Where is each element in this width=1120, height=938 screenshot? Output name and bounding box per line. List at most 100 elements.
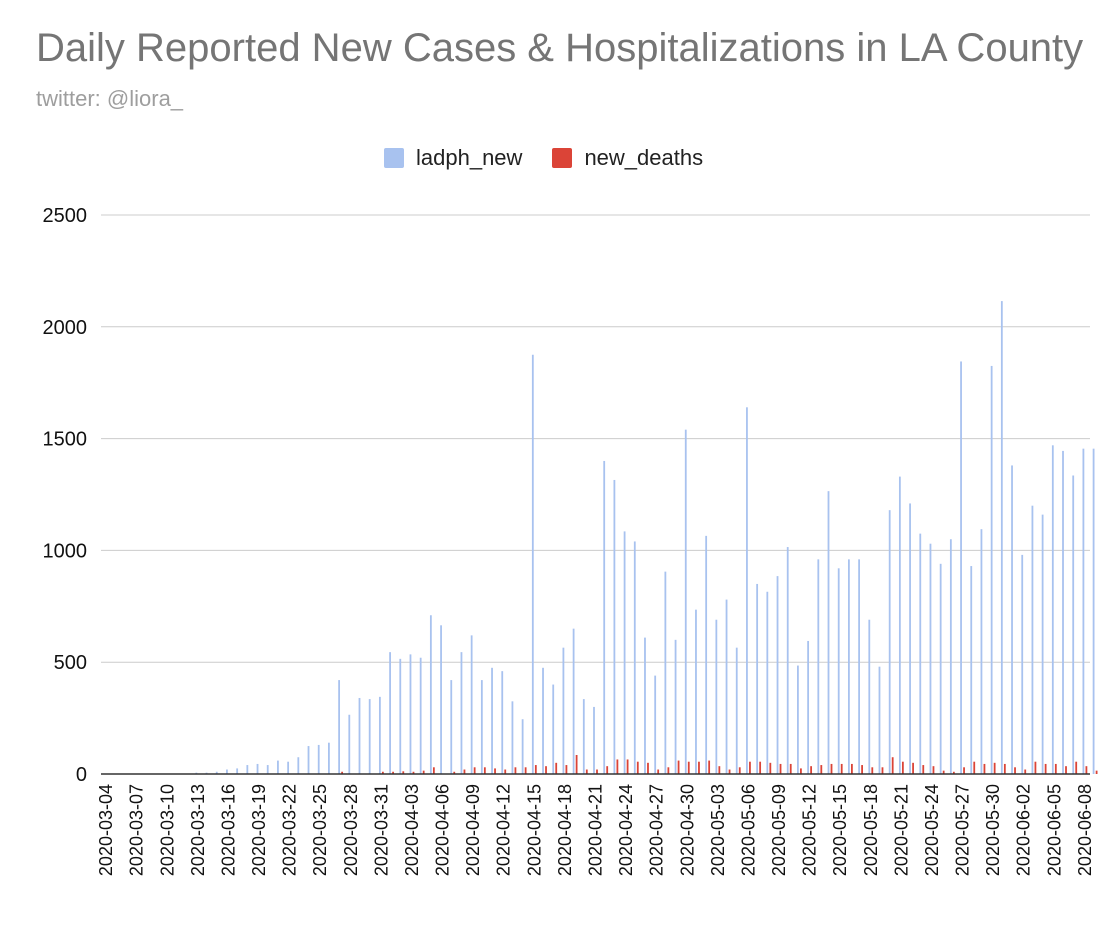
bar-ladph-new (1062, 450, 1064, 774)
bar-ladph-new (725, 599, 728, 774)
bar-new-deaths (749, 761, 751, 774)
bar-ladph-new (266, 765, 269, 774)
x-tick-label: 2020-03-07 (127, 784, 147, 876)
bar-new-deaths (789, 763, 792, 774)
bar-new-deaths (708, 760, 711, 774)
bar-ladph-new (542, 667, 544, 774)
bar-ladph-new (807, 640, 810, 774)
bar-ladph-new (419, 657, 422, 774)
bar-new-deaths (1095, 770, 1098, 774)
bar-new-deaths (993, 762, 996, 774)
x-tick-label: 2020-03-16 (218, 784, 238, 876)
bar-ladph-new (399, 658, 402, 774)
bar-new-deaths (1014, 767, 1016, 774)
bar-ladph-new (705, 535, 708, 774)
bar-ladph-new (644, 637, 646, 774)
x-tick-label: 2020-04-03 (402, 784, 422, 876)
y-tick-label: 2000 (43, 317, 88, 339)
bar-ladph-new (1041, 514, 1044, 774)
bar-new-deaths (1075, 761, 1078, 774)
bar-new-deaths (341, 771, 344, 774)
bar-new-deaths (381, 771, 384, 774)
y-tick-label: 500 (54, 652, 87, 674)
bar-new-deaths (881, 767, 884, 774)
bar-ladph-new (766, 591, 769, 774)
bar-new-deaths (759, 761, 762, 774)
bar-ladph-new (929, 543, 932, 774)
bar-ladph-new (654, 675, 657, 774)
bar-new-deaths (483, 767, 486, 774)
bar-new-deaths (932, 766, 935, 774)
bar-ladph-new (277, 760, 279, 774)
x-tick-label: 2020-04-24 (616, 784, 636, 876)
bar-ladph-new (511, 701, 514, 774)
bar-new-deaths (901, 761, 904, 774)
bar-new-deaths (922, 765, 925, 774)
x-tick-label: 2020-03-22 (280, 784, 300, 876)
bar-ladph-new (939, 563, 942, 774)
bar-new-deaths (952, 771, 955, 774)
bar-ladph-new (450, 680, 453, 774)
bar-new-deaths (687, 761, 690, 774)
bar-new-deaths (463, 769, 466, 774)
bar-new-deaths (983, 763, 986, 774)
bar-new-deaths (596, 769, 598, 774)
bar-ladph-new (603, 460, 606, 774)
bar-ladph-new (287, 761, 290, 774)
bar-ladph-new (491, 667, 493, 774)
x-tick-label: 2020-04-12 (494, 784, 514, 876)
chart-subtitle: twitter: @liora_ (36, 86, 184, 111)
bar-new-deaths (1044, 763, 1047, 774)
bar-ladph-new (684, 429, 687, 774)
y-tick-label: 2500 (43, 205, 88, 227)
bar-ladph-new (582, 699, 585, 774)
bar-new-deaths (575, 754, 578, 774)
x-tick-label: 2020-04-09 (463, 784, 483, 876)
bar-ladph-new (1011, 465, 1013, 774)
bar-ladph-new (328, 742, 330, 774)
bar-new-deaths (606, 766, 609, 774)
bar-ladph-new (664, 571, 667, 774)
bar-new-deaths (820, 765, 823, 774)
bar-ladph-new (960, 361, 962, 774)
bar-ladph-new (215, 771, 218, 774)
bar-ladph-new (593, 706, 595, 774)
bar-ladph-new (236, 768, 239, 774)
bar-new-deaths (718, 766, 721, 774)
bar-ladph-new (898, 476, 901, 774)
bar-ladph-new (1072, 475, 1075, 774)
bar-ladph-new (1000, 301, 1003, 774)
bar-new-deaths (769, 762, 772, 774)
bar-ladph-new (572, 628, 575, 774)
bar-ladph-new (256, 763, 259, 774)
bar-new-deaths (545, 766, 547, 774)
x-tick-label: 2020-03-25 (310, 784, 330, 876)
bar-new-deaths (891, 757, 894, 774)
bar-ladph-new (389, 652, 391, 774)
bar-ladph-new (440, 625, 442, 774)
x-tick-label: 2020-05-03 (708, 784, 728, 876)
bar-new-deaths (494, 768, 496, 774)
x-tick-label: 2020-05-06 (738, 784, 758, 876)
x-tick-label: 2020-04-18 (555, 784, 575, 876)
bar-new-deaths (422, 770, 425, 774)
bar-new-deaths (677, 760, 680, 774)
bar-ladph-new (746, 407, 748, 774)
x-tick-label: 2020-05-18 (861, 784, 881, 876)
x-tick-label: 2020-05-27 (953, 784, 973, 876)
bar-new-deaths (738, 767, 741, 774)
y-tick-label: 1000 (43, 540, 88, 562)
bar-ladph-new (1051, 445, 1054, 774)
bar-new-deaths (942, 770, 945, 774)
bar-new-deaths (840, 763, 843, 774)
x-tick-label: 2020-06-08 (1075, 784, 1095, 876)
bar-new-deaths (647, 762, 649, 774)
bar-new-deaths (534, 765, 537, 774)
x-tick-label: 2020-04-30 (677, 784, 697, 876)
bar-new-deaths (616, 759, 619, 774)
legend-label-new-deaths: new_deaths (584, 145, 704, 170)
bar-new-deaths (585, 769, 588, 774)
bar-ladph-new (735, 647, 738, 774)
x-tick-label: 2020-06-02 (1014, 784, 1034, 876)
bar-ladph-new (797, 665, 799, 774)
